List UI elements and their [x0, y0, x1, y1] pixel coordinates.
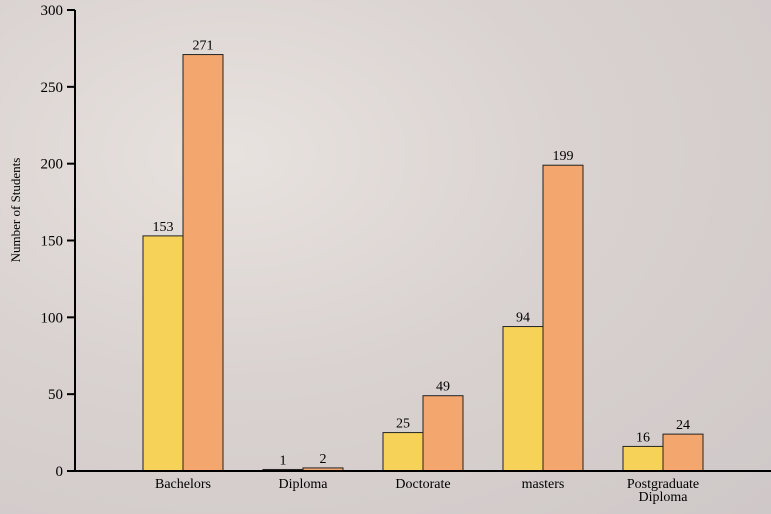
value-label: 2: [320, 452, 327, 467]
x-tick-label: Doctorate: [383, 478, 463, 491]
bar: [143, 236, 183, 471]
value-label: 153: [153, 220, 174, 235]
bar: [383, 433, 423, 471]
bar: [623, 446, 663, 471]
bar: [663, 434, 703, 471]
y-tick-label: 0: [56, 464, 64, 480]
x-tick-label: masters: [503, 478, 583, 491]
bar: [183, 55, 223, 471]
y-tick-label: 300: [41, 3, 64, 19]
y-tick-label: 150: [41, 234, 64, 250]
x-tick-label: Bachelors: [143, 478, 223, 491]
bar: [423, 396, 463, 471]
value-label: 49: [436, 380, 450, 395]
y-axis-label: Number of Students: [8, 158, 23, 263]
page: {"chart_data": {"type": "bar", "y_label"…: [0, 0, 771, 514]
value-label: 1: [280, 453, 287, 468]
x-tick-label: Postgraduate Diploma: [623, 478, 703, 504]
chart: Number of Students 0 50 100 150 200 250 300 153…: [0, 0, 771, 514]
bar: [543, 165, 583, 471]
value-label: 24: [676, 418, 690, 433]
value-label: 25: [396, 417, 410, 432]
value-label: 199: [553, 149, 574, 164]
bar: [503, 327, 543, 471]
y-tick-label: 100: [41, 310, 64, 326]
y-tick-label: 200: [41, 157, 64, 173]
y-tick-label: 250: [41, 80, 64, 96]
value-label: 271: [193, 39, 214, 54]
value-label: 94: [516, 311, 530, 326]
x-tick-label: Diploma: [263, 478, 343, 491]
value-label: 16: [636, 430, 650, 445]
y-tick-label: 50: [48, 387, 63, 403]
